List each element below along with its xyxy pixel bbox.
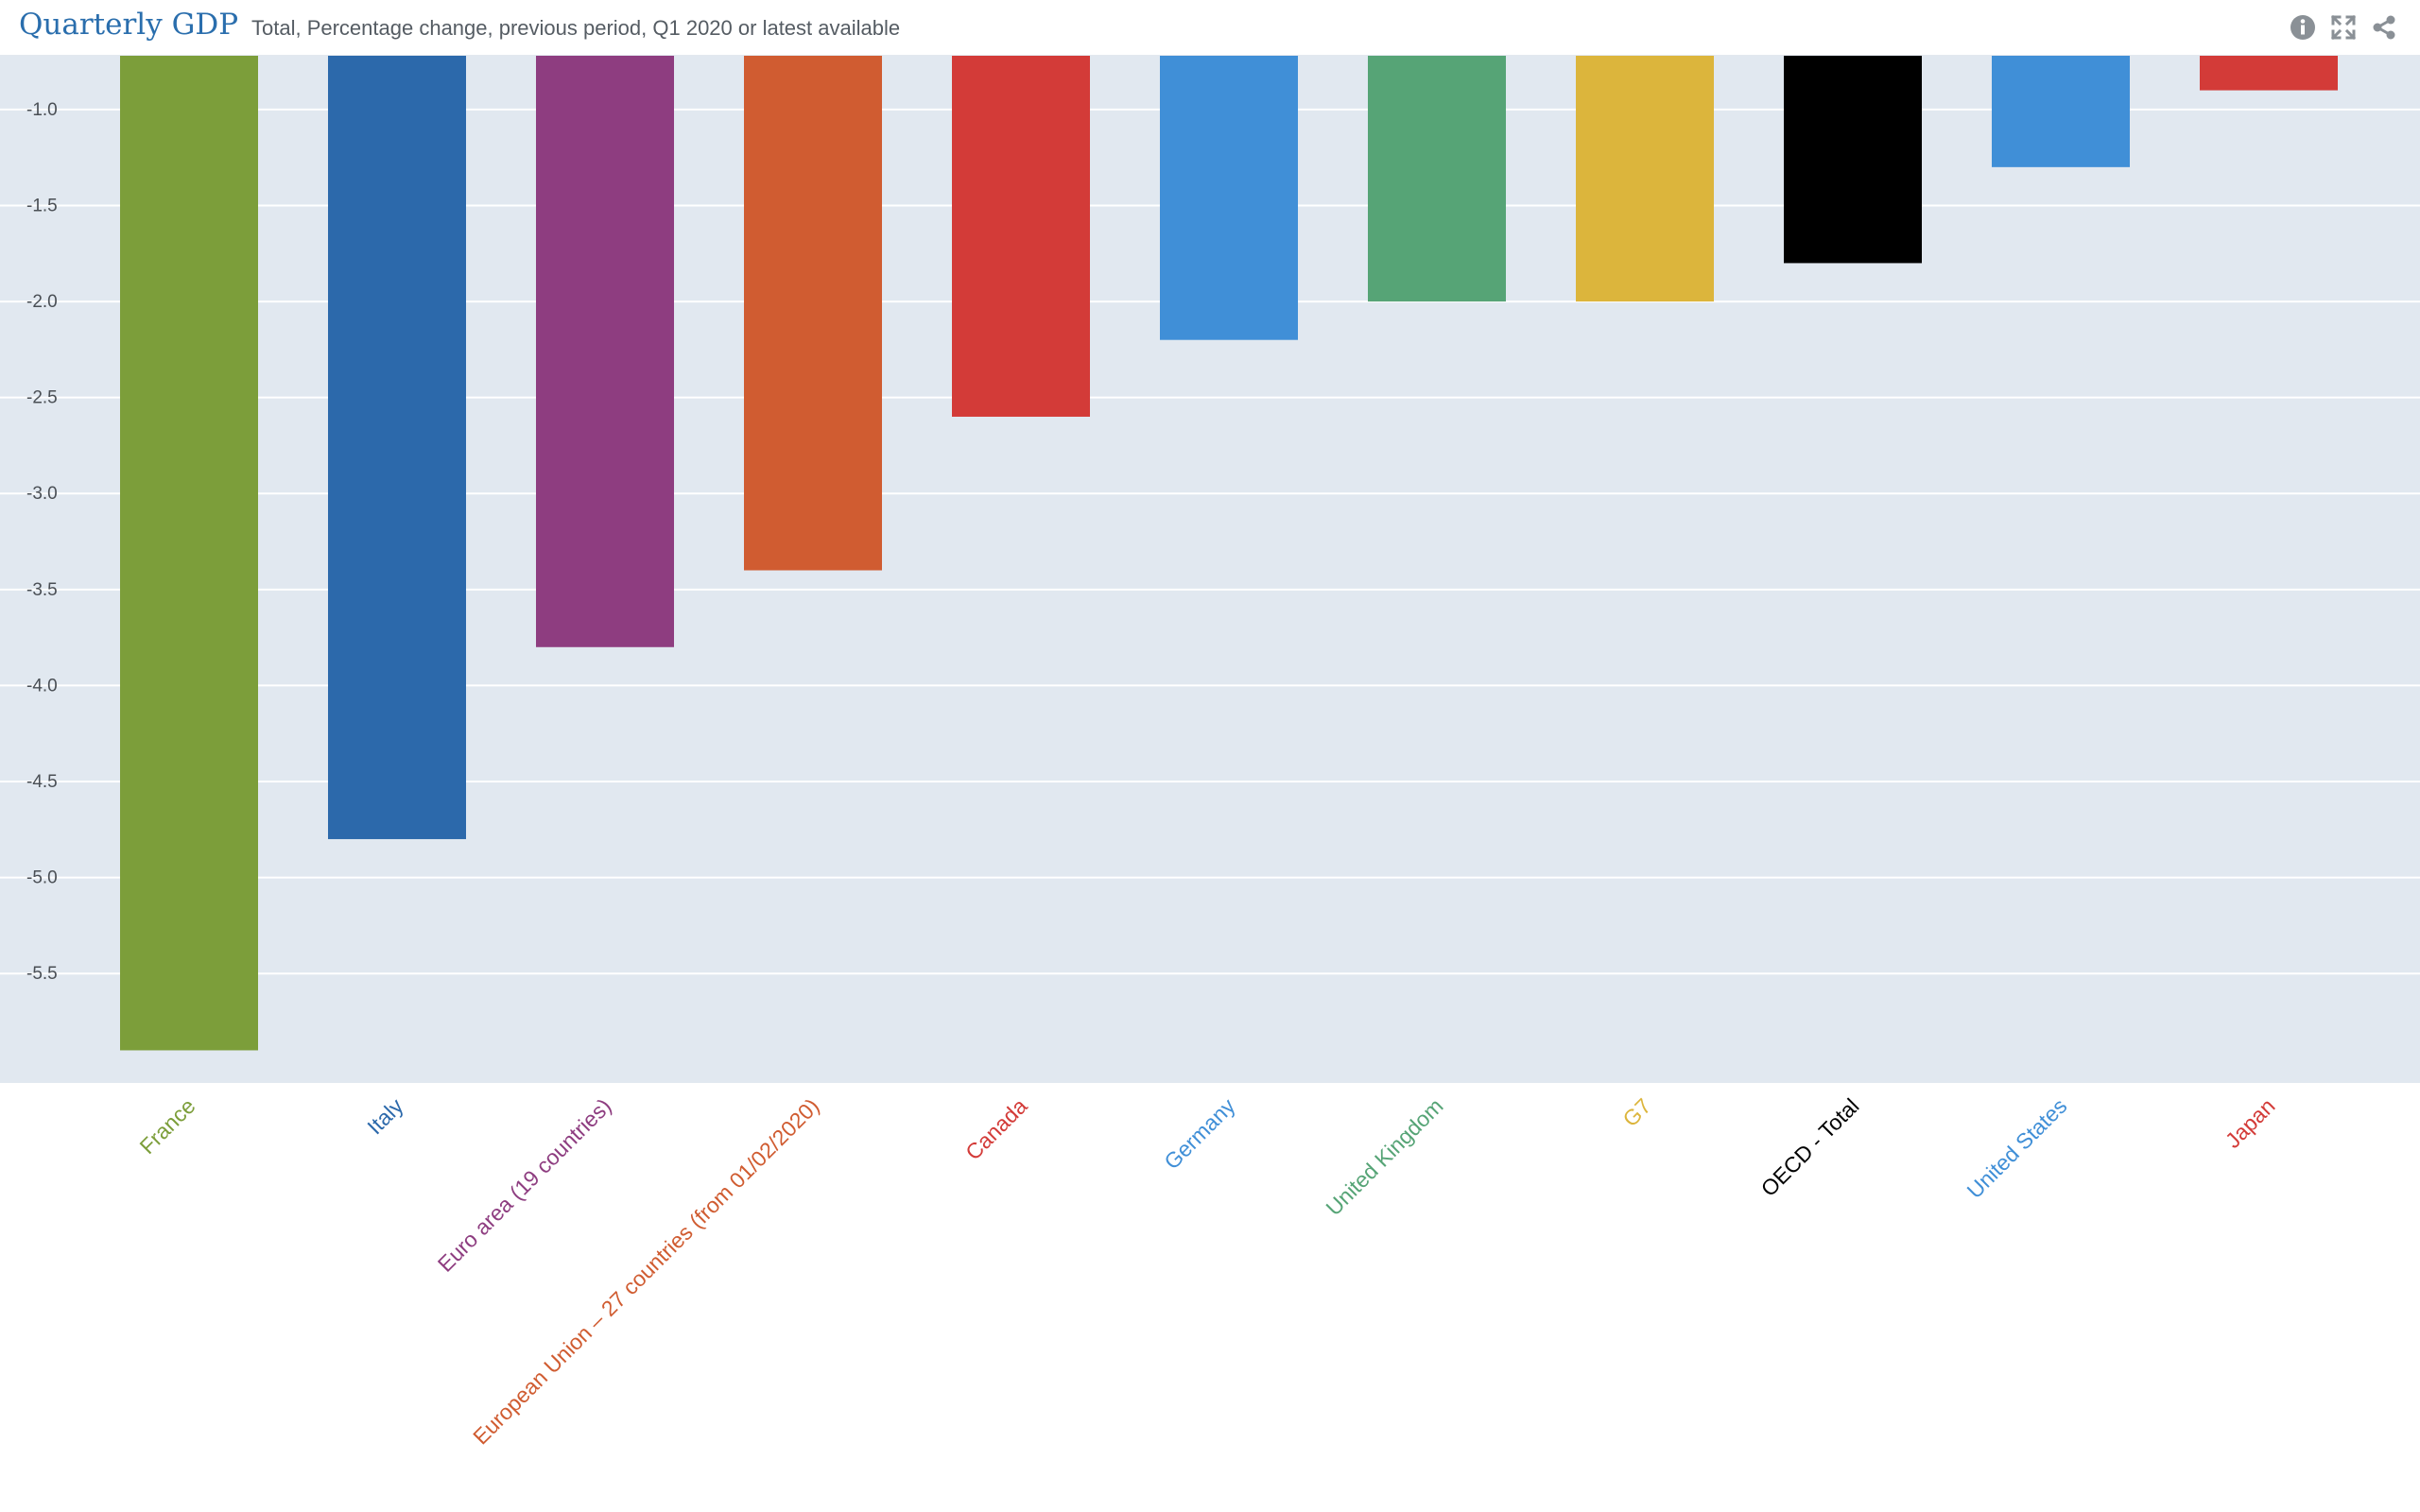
x-tick-label: Italy: [362, 1093, 408, 1140]
x-tick-label: United States: [1962, 1093, 2072, 1203]
x-tick-label: United Kingdom: [1321, 1093, 1447, 1220]
x-tick-label: G7: [1617, 1093, 1655, 1131]
y-tick-label: -2.0: [26, 292, 58, 312]
x-tick-label: Japan: [2221, 1093, 2280, 1153]
y-tick-label: -1.5: [26, 196, 58, 215]
bar[interactable]: [1992, 56, 2130, 167]
expand-icon: [2330, 14, 2357, 41]
bar[interactable]: [120, 56, 258, 1051]
bars: [120, 56, 2338, 1051]
share-button[interactable]: [2369, 12, 2399, 43]
bar[interactable]: [1784, 56, 1922, 264]
y-tick-label: -2.5: [26, 388, 58, 408]
y-tick-label: -4.0: [26, 676, 58, 696]
chart-header: Quarterly GDP Total, Percentage change, …: [0, 0, 2420, 56]
x-tick-label: France: [135, 1093, 200, 1159]
bar[interactable]: [536, 56, 674, 647]
bar[interactable]: [2200, 56, 2338, 91]
x-tick-label: OECD - Total: [1756, 1093, 1864, 1201]
chart-title: Quarterly GDP: [19, 8, 239, 42]
bar[interactable]: [1576, 56, 1714, 302]
info-button[interactable]: [2288, 12, 2318, 43]
bar[interactable]: [1160, 56, 1298, 340]
x-tick-label: Canada: [960, 1093, 1032, 1165]
fullscreen-button[interactable]: [2328, 12, 2359, 43]
y-tick-label: -5.5: [26, 964, 58, 984]
y-tick-label: -5.0: [26, 868, 58, 888]
x-tick-label: Euro area (19 countries): [433, 1093, 616, 1277]
bar[interactable]: [328, 56, 466, 839]
y-tick-label: -1.0: [26, 100, 58, 120]
y-axis: -1.0 -1.5 -2.0 -2.5 -3.0 -3.5 -4.0 -4.5 -5.0 -5.5: [26, 100, 58, 984]
y-tick-label: -4.5: [26, 772, 58, 792]
x-tick-label: European Union – 27 countries (from 01/0…: [468, 1093, 823, 1449]
share-icon: [2373, 15, 2395, 40]
bar[interactable]: [952, 56, 1090, 417]
chart-subtitle: Total, Percentage change, previous perio…: [251, 16, 901, 40]
bar[interactable]: [1368, 56, 1506, 302]
x-tick-label: Germany: [1159, 1093, 1240, 1175]
bar[interactable]: [744, 56, 882, 571]
x-axis: France Italy Euro area (19 countries)Europ…: [135, 1093, 2280, 1450]
y-tick-label: -3.5: [26, 580, 58, 600]
y-tick-label: -3.0: [26, 484, 58, 504]
info-icon: [2290, 15, 2315, 40]
